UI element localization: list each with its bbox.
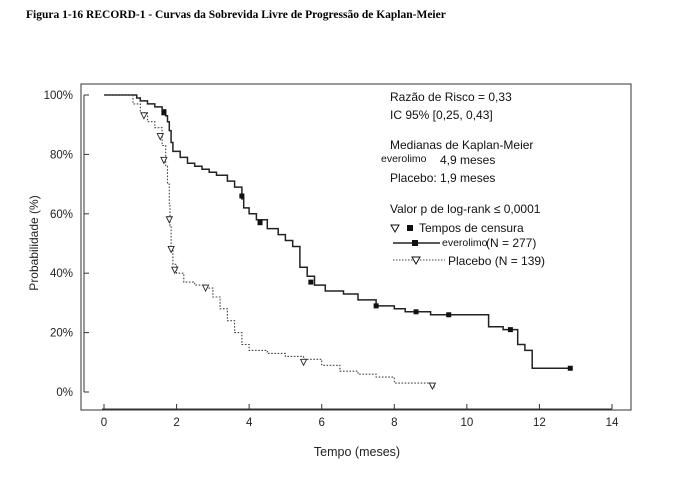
censor-marker-everolimo (567, 365, 573, 371)
legend-everolimo-name: everolimo (442, 237, 488, 249)
censor-marker-everolimo (373, 303, 379, 309)
censor-marker-everolimo (308, 279, 314, 285)
series-placebo-curve (104, 94, 435, 389)
x-tick-label: 4 (246, 417, 253, 429)
plot-frame (80, 83, 632, 411)
hazard-ratio-text: Razão de Risco = 0,33 (390, 90, 512, 104)
x-axis-label: Tempo (meses) (314, 445, 400, 459)
x-tick-label: 12 (533, 417, 546, 429)
y-tick-label: 100% (44, 90, 73, 102)
median-everolimo-name: everolimo (381, 153, 427, 165)
median-everolimo-value: 4,9 meses (440, 153, 495, 167)
legend-placebo-label: Placebo (N = 139) (448, 254, 545, 268)
censor-marker-everolimo (507, 327, 513, 333)
censor-marker-everolimo (446, 312, 452, 318)
legend-placebo-marker-icon (411, 256, 421, 266)
pvalue-text: Valor p de log-rank ≤ 0,0001 (390, 202, 541, 216)
y-tick-label: 0% (56, 387, 73, 399)
y-tick-label: 20% (50, 328, 73, 340)
legend-everolimo-n: (N = 277) (486, 236, 536, 250)
x-tick-label: 8 (391, 417, 397, 429)
figure-title: Figura 1-16 RECORD-1 - Curvas da Sobrevi… (26, 9, 446, 21)
censor-marker-everolimo (239, 193, 245, 199)
x-tick-label: 2 (173, 417, 179, 429)
legend-censor-triangle-icon (390, 224, 400, 234)
y-axis-label: Probabilidade (%) (27, 195, 41, 290)
censor-marker-placebo (160, 156, 168, 165)
censor-marker-placebo (299, 358, 308, 367)
censor-marker-placebo (171, 266, 179, 275)
x-tick-label: 10 (460, 417, 473, 429)
ci-text: IC 95% [0,25, 0,43] (390, 108, 493, 122)
censor-marker-placebo (140, 112, 148, 120)
legend-censor-square-icon (407, 225, 413, 231)
censor-marker-everolimo (257, 220, 263, 226)
x-tick-label: 0 (101, 417, 107, 429)
censor-marker-placebo (201, 284, 210, 293)
censor-marker-placebo (165, 216, 174, 224)
censor-marker-everolimo (161, 110, 167, 116)
x-tick-label: 6 (319, 417, 325, 429)
y-tick-label: 80% (50, 149, 73, 161)
series-everolimo-curve (104, 94, 573, 369)
annotation-block: Razão de Risco = 0,33 IC 95% [0,25, 0,43… (381, 90, 541, 216)
legend: Tempos de censura everolimo (N = 277) Pl… (390, 221, 545, 268)
median-placebo-text: Placebo: 1,9 meses (390, 171, 495, 185)
y-tick-label: 60% (50, 209, 73, 221)
censor-marker-placebo (156, 133, 164, 141)
x-tick-label: 14 (606, 417, 619, 429)
y-tick-label: 40% (50, 268, 73, 280)
legend-censor-label: Tempos de censura (419, 221, 524, 235)
legend-everolimo-marker-icon (412, 240, 418, 246)
medians-title-text: Medianas de Kaplan-Meier (390, 138, 533, 152)
censor-marker-placebo (428, 382, 437, 391)
censor-marker-everolimo (413, 309, 419, 315)
censor-marker-placebo (167, 245, 175, 254)
